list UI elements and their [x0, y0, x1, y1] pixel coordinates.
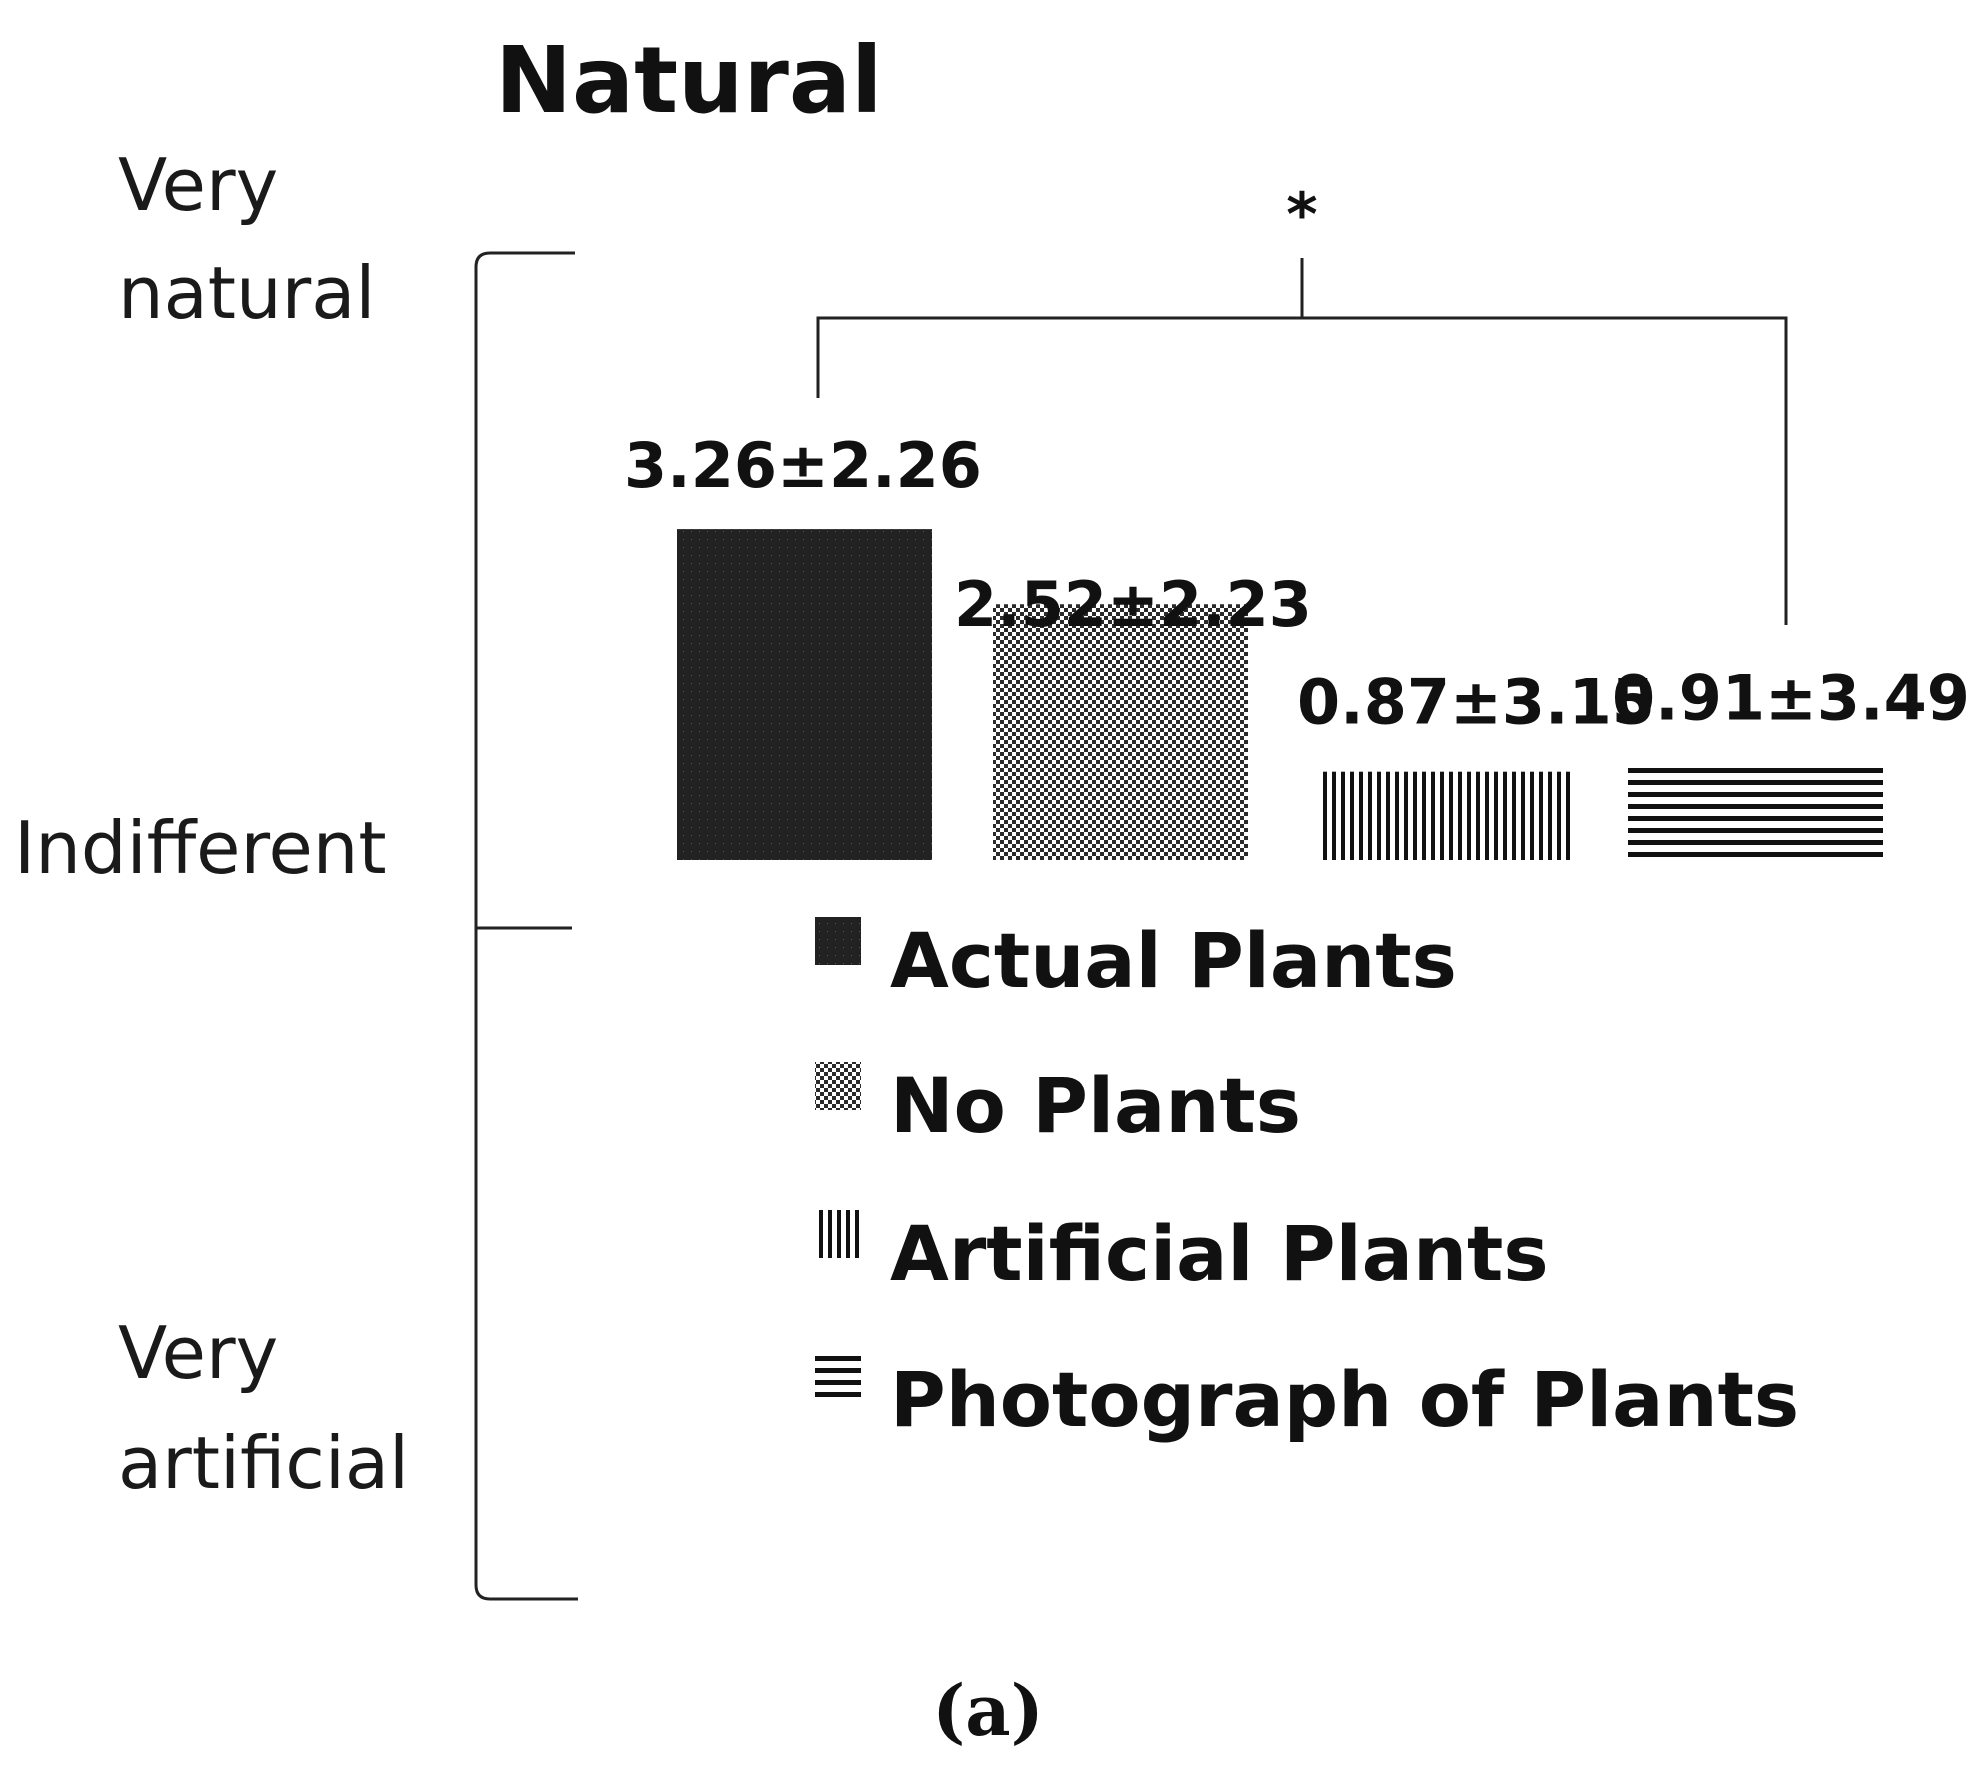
bar-no-plants	[993, 604, 1248, 860]
value-label-artificial-plants: 0.87±3.15	[1297, 666, 1655, 739]
legend-swatch-actual-plants	[815, 917, 861, 965]
legend-label-no-plants: No Plants	[890, 1061, 1301, 1150]
legend-swatch-no-plants	[815, 1062, 861, 1110]
value-label-no-plants: 2.52±2.23	[954, 568, 1312, 641]
scale-label-mid: Indifferent	[14, 806, 387, 890]
chart-title: Natural	[495, 27, 883, 134]
figure-caption: (a)	[932, 1669, 1044, 1752]
scale-label-top-line2: natural	[118, 251, 375, 335]
scale-bracket	[474, 251, 578, 1601]
scale-label-bottom-line1: Very	[118, 1311, 278, 1395]
bars-group	[677, 529, 1883, 860]
significance-bracket: *	[816, 180, 1788, 625]
legend-label-photograph-of-plants: Photograph of Plants	[890, 1355, 1799, 1444]
legend-swatch-photograph-of-plants	[815, 1356, 861, 1404]
legend-label-artificial-plants: Artificial Plants	[890, 1209, 1549, 1298]
bar-actual-plants	[677, 529, 932, 860]
bar-photograph-of-plants	[1628, 767, 1883, 860]
legend: Actual Plants No Plants Artificial Plants P…	[815, 916, 1799, 1444]
value-labels-group: 3.26±2.26 2.52±2.23 0.87±3.150.91±3.49	[624, 429, 1970, 739]
legend-swatch-artificial-plants	[815, 1210, 861, 1258]
scale-label-bottom-line2: artificial	[118, 1421, 409, 1505]
significance-marker: *	[1286, 180, 1317, 250]
value-label-photograph-of-plants: 0.91±3.49	[1612, 662, 1970, 735]
bar-artificial-plants	[1318, 771, 1573, 860]
value-label-actual-plants: 3.26±2.26	[624, 429, 982, 502]
scale-label-top-line1: Very	[118, 143, 278, 227]
legend-label-actual-plants: Actual Plants	[890, 916, 1457, 1005]
